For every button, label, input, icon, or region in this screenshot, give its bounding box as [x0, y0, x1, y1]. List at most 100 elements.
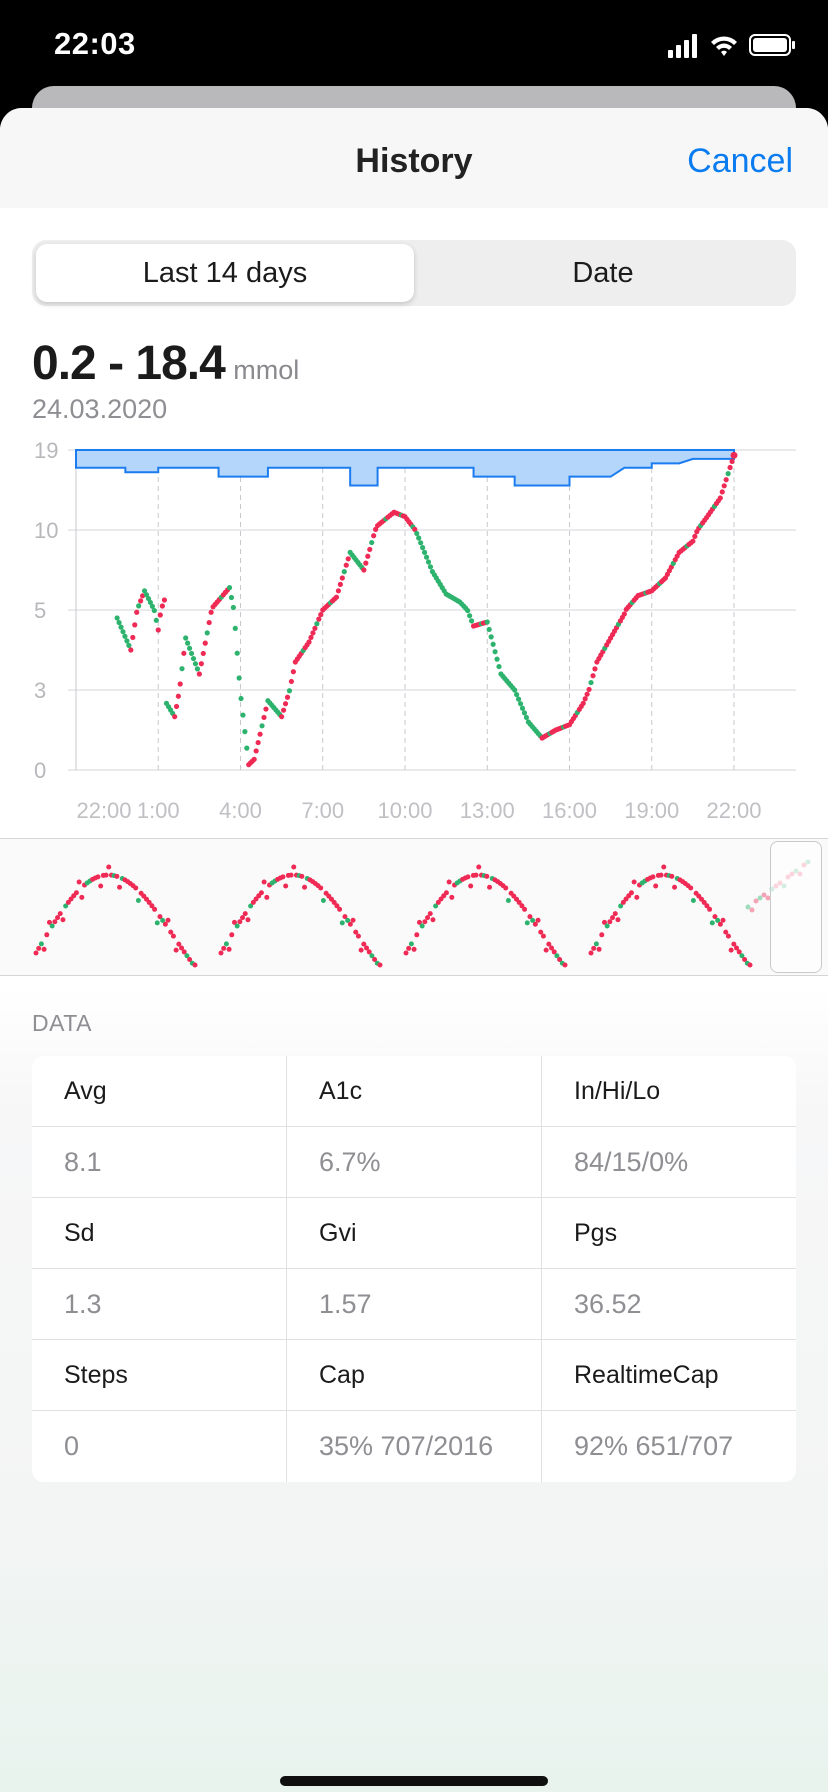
glucose-point [367, 546, 373, 553]
overview-point [339, 920, 345, 926]
glucose-point [523, 714, 530, 721]
overview-point-faded [757, 895, 763, 901]
home-indicator[interactable] [280, 1776, 548, 1786]
glucose-point [345, 556, 351, 562]
overview-point [154, 920, 160, 926]
glucose-point [486, 626, 492, 633]
overview-point [658, 872, 664, 878]
glucose-point [284, 694, 291, 700]
glucose-point [259, 723, 265, 729]
overview-point [546, 941, 552, 947]
glucose-point [519, 705, 526, 711]
stat-value-sd: 1.3 [32, 1269, 287, 1339]
overview-point [353, 929, 359, 935]
overview-point [690, 897, 696, 903]
stats-table: Avg A1c In/Hi/Lo 8.1 6.7% 84/15/0% Sd Gv… [32, 1056, 796, 1482]
glucose-point [185, 640, 191, 646]
glucose-point [496, 663, 502, 670]
overview-point [588, 950, 594, 956]
overview-point [63, 903, 69, 909]
range-unit: mmol [233, 355, 300, 385]
overview-point [114, 873, 120, 879]
segment-date[interactable]: Date [572, 257, 634, 289]
segment-last-14-days[interactable]: Last 14 days [36, 244, 414, 302]
overview-point [280, 874, 286, 880]
overview-point-faded [745, 904, 751, 910]
overview-point [446, 879, 452, 885]
overview-point [411, 946, 417, 952]
overview-point [599, 932, 605, 938]
glucose-point [130, 634, 136, 641]
glucose-range: 0.2 - 18.4 mmol [32, 336, 299, 391]
glucose-point [226, 585, 233, 591]
overview-point [476, 864, 482, 870]
overview-window-handle[interactable] [770, 841, 822, 973]
cancel-button[interactable]: Cancel [687, 142, 793, 180]
navigation-bar: History Cancel [0, 108, 828, 208]
overview-point [149, 903, 155, 909]
glucose-point [514, 691, 520, 698]
glucose-point [723, 477, 729, 483]
overview-point [160, 917, 166, 923]
glucose-point [586, 686, 592, 693]
overview-point [543, 947, 549, 953]
overview-point [218, 950, 224, 956]
glucose-point [333, 594, 340, 600]
glucose-point [490, 641, 496, 647]
glucose-point [729, 458, 735, 465]
overview-point [669, 873, 675, 879]
overview-point [364, 945, 370, 951]
glucose-point [425, 559, 432, 565]
overview-point [152, 906, 158, 912]
overview-point [337, 906, 343, 912]
glucose-point [198, 661, 204, 667]
glucose-point [582, 696, 588, 702]
overview-point [425, 915, 431, 921]
overview-point [162, 921, 168, 927]
glucose-point [412, 526, 418, 532]
overview-point [38, 941, 44, 947]
glucose-point [186, 645, 193, 651]
overview-point [331, 899, 337, 905]
overview-point [318, 885, 324, 891]
overview-point [347, 921, 353, 927]
overview-point [73, 890, 79, 896]
overview-point [334, 903, 340, 909]
overview-point [181, 949, 187, 955]
x-tick-label: 22:00 [76, 798, 131, 823]
glucose-point [172, 714, 178, 720]
overview-point [742, 957, 748, 963]
overview-point [530, 917, 536, 923]
overview-point-faded [749, 907, 755, 913]
overview-point [258, 890, 264, 896]
glucose-point [206, 619, 212, 626]
glucose-point [521, 710, 528, 716]
glucose-point [208, 609, 214, 615]
overview-point-faded [765, 895, 771, 901]
glucose-point [238, 695, 244, 702]
overview-point [358, 947, 364, 953]
overview-point [449, 894, 455, 900]
table-row: Avg A1c In/Hi/Lo [32, 1056, 796, 1127]
glucose-point [517, 701, 524, 707]
overview-point [607, 919, 613, 925]
glucose-point [128, 647, 134, 653]
overview-point [372, 957, 378, 963]
period-segmented-control: Last 14 days Date [32, 240, 796, 306]
stat-label-in-hi-lo: In/Hi/Lo [574, 1077, 661, 1105]
overview-point [634, 894, 640, 900]
x-tick-label: 22:00 [706, 798, 761, 823]
glucose-point [369, 539, 375, 546]
overview-point [414, 932, 420, 938]
overview-point [226, 946, 232, 952]
overview-point [596, 946, 602, 952]
glucose-point [280, 707, 287, 713]
overview-point [435, 899, 441, 905]
glucose-point [725, 471, 731, 477]
overview-point [715, 917, 721, 923]
overview-point [117, 884, 123, 890]
overview-strip[interactable] [0, 838, 828, 976]
glucose-point [421, 549, 428, 555]
glucose-point [177, 681, 183, 687]
